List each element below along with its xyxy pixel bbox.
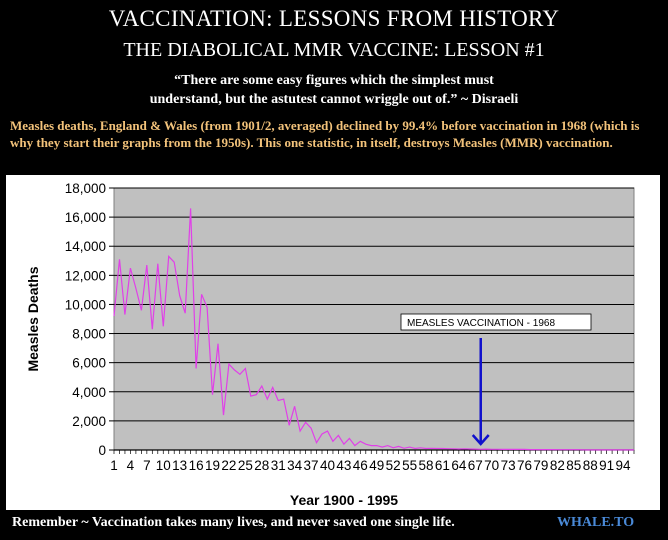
x-tick-label: 91 [599,458,614,473]
x-tick-label: 34 [287,458,303,473]
x-tick-label: 58 [418,458,433,473]
y-tick-label: 0 [98,443,106,458]
vaccination-annotation: MEASLES VACCINATION - 1968 [400,313,592,446]
y-tick-label: 14,000 [65,239,106,254]
x-tick-label: 7 [143,458,151,473]
x-tick-label: 10 [156,458,171,473]
annotation-arrow-head [471,434,490,446]
x-tick-label: 82 [550,458,565,473]
x-tick-label: 4 [127,458,135,473]
x-tick-label: 67 [468,458,483,473]
page-subtitle: THE DIABOLICAL MMR VACCINE: LESSON #1 [123,39,545,61]
x-tick-label: 28 [254,458,269,473]
x-tick-label: 22 [221,458,236,473]
y-axis-ticks: 0 2,000 4,000 6,000 8,000 10,000 12,000 14,000 1… [65,181,114,458]
x-tick-label: 64 [451,458,467,473]
y-tick-label: 2,000 [72,414,106,429]
page-title: VACCINATION: LESSONS FROM HISTORY [108,6,560,31]
quote-line-2: understand, but the astutest cannot wrig… [149,92,519,107]
y-tick-label: 16,000 [65,210,106,225]
x-tick-label: 94 [616,458,632,473]
footer-message: Remember ~ Vaccination takes many lives,… [12,515,455,530]
x-axis-ticks: 1 4 7 10 13 16 19 22 25 28 31 34 37 40 43 46 49 52 55 58 61 6… [110,449,635,473]
footer-site-link[interactable]: WHALE.TO [557,515,635,530]
x-tick-label: 37 [304,458,319,473]
y-axis-label: Measles Deaths [25,266,41,371]
series-line-measles-deaths [113,208,634,451]
x-tick-label: 85 [566,458,581,473]
disraeli-quote: “There are some easy figures which the s… [90,71,578,109]
annotation-label: MEASLES VACCINATION - 1968 [407,318,555,329]
annotation-box [400,313,592,331]
x-tick-label: 52 [386,458,401,473]
y-tick-label: 4,000 [72,385,106,400]
chart-panel: 0 2,000 4,000 6,000 8,000 10,000 12,000 14,000 1… [6,175,660,510]
measles-deaths-chart: 0 2,000 4,000 6,000 8,000 10,000 12,000 14,000 1… [25,181,635,508]
y-tick-label: 10,000 [65,297,106,312]
y-tick-label: 6,000 [72,356,106,371]
y-tick-label: 8,000 [72,327,106,342]
x-tick-label: 79 [533,458,548,473]
x-tick-label: 49 [369,458,384,473]
x-tick-label: 19 [205,458,220,473]
x-tick-label: 1 [110,458,118,473]
x-tick-label: 31 [271,458,286,473]
x-tick-label: 61 [435,458,450,473]
intro-paragraph: Measles deaths, England & Wales (from 19… [10,118,640,150]
quote-line-1: “There are some easy figures which the s… [174,73,494,88]
x-tick-label: 16 [189,458,204,473]
x-tick-label: 43 [336,458,351,473]
y-tick-label: 18,000 [65,181,106,196]
y-tick-label: 12,000 [65,268,106,283]
x-tick-label: 25 [238,458,253,473]
x-axis-label: Year 1900 - 1995 [290,492,398,508]
x-tick-label: 13 [172,458,187,473]
x-tick-label: 76 [517,458,532,473]
x-tick-label: 70 [484,458,499,473]
x-tick-label: 88 [583,458,598,473]
x-tick-label: 55 [402,458,417,473]
x-tick-label: 40 [320,458,335,473]
x-tick-label: 46 [353,458,368,473]
x-tick-label: 73 [501,458,516,473]
